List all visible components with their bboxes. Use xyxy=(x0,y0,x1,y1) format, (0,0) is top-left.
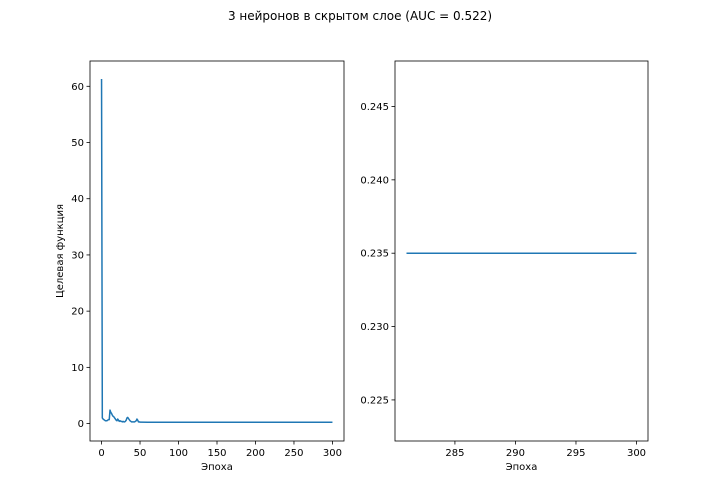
x-tick-label: 290 xyxy=(506,448,525,459)
y-tick-label: 0.240 xyxy=(360,175,389,186)
y-tick-label: 0 xyxy=(78,419,84,430)
y-tick-label: 30 xyxy=(71,250,84,261)
series-line-0 xyxy=(100,78,333,423)
left-plot: 0 50 100 150 200 250 300 0 10 20 30 40 50 60 Эпоха Целе… xyxy=(55,60,345,473)
x-tick-label: 100 xyxy=(169,448,188,459)
y-tick-label: 0.230 xyxy=(360,322,389,333)
x-tick-label: 300 xyxy=(627,448,646,459)
x-tick-label: 200 xyxy=(246,448,265,459)
x-tick-label: 150 xyxy=(207,448,226,459)
y-tick-label: 0.235 xyxy=(360,249,389,260)
x-tick-label: 300 xyxy=(323,448,342,459)
x-axis-label: Эпоха xyxy=(201,462,233,473)
y-tick-label: 20 xyxy=(71,307,84,318)
x-tick-label: 285 xyxy=(445,448,464,459)
y-tick-label: 50 xyxy=(71,138,84,149)
x-tick-label: 295 xyxy=(566,448,585,459)
y-tick-label: 60 xyxy=(71,82,84,93)
figure-title: 3 нейронов в скрытом слое (AUC = 0.522) xyxy=(228,9,492,23)
y-tick-label: 0.225 xyxy=(360,395,389,406)
y-tick-label: 10 xyxy=(71,363,84,374)
x-axis-label: Эпоха xyxy=(506,462,538,473)
plot-frame xyxy=(394,60,649,442)
y-tick-label: 0.245 xyxy=(360,102,389,113)
x-tick-label: 0 xyxy=(98,448,104,459)
x-tick-label: 250 xyxy=(284,448,303,459)
y-tick-label: 40 xyxy=(71,194,84,205)
y-axis-label: Целевая функция xyxy=(55,204,66,298)
right-plot: 285 290 295 300 0.225 0.230 0.235 0.240 0.245 Эпо… xyxy=(360,60,649,473)
x-tick-label: 50 xyxy=(134,448,147,459)
